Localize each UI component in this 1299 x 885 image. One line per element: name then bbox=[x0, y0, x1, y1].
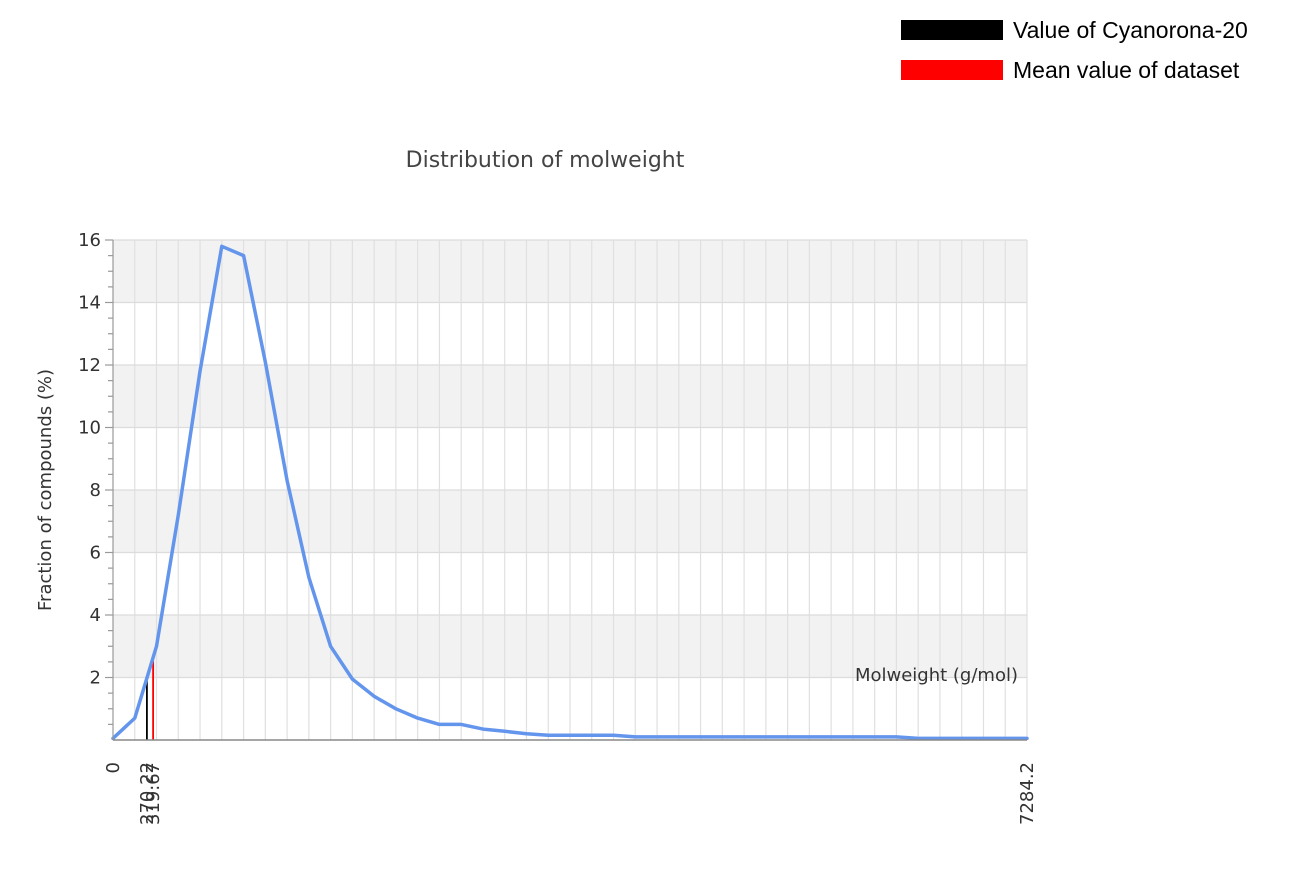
x-tick-label: 319.67 bbox=[143, 762, 164, 825]
y-tick-label: 4 bbox=[90, 605, 101, 626]
legend-label-mean: Mean value of dataset bbox=[1013, 57, 1240, 83]
y-tick-label: 14 bbox=[78, 293, 101, 314]
series-line-0 bbox=[111, 244, 1029, 741]
legend-label-cyanorona: Value of Cyanorona-20 bbox=[1013, 17, 1248, 43]
y-axis-label: Fraction of compounds (%) bbox=[35, 369, 56, 611]
data-series bbox=[111, 244, 1029, 741]
y-tick-label: 2 bbox=[90, 668, 101, 689]
legend-swatch-cyanorona bbox=[901, 20, 1003, 40]
x-axis-label: Molweight (g/mol) bbox=[855, 665, 1018, 686]
y-tick-label: 12 bbox=[78, 355, 101, 376]
y-tick-label: 8 bbox=[90, 480, 101, 501]
y-tick-label: 16 bbox=[78, 230, 101, 251]
chart-title: Distribution of molweight bbox=[406, 148, 685, 173]
y-axis-ticks: 2 4 6 8 10 12 14 16 bbox=[78, 230, 113, 725]
legend: Value of Cyanorona-20 Mean value of data… bbox=[901, 17, 1248, 83]
y-tick-label: 6 bbox=[90, 543, 101, 564]
value-markers bbox=[146, 657, 155, 740]
y-tick-label: 10 bbox=[78, 418, 101, 439]
x-tick-label: 0 bbox=[103, 762, 124, 773]
x-tick-label: 270.22 bbox=[137, 762, 158, 825]
horizontal-gridlines bbox=[113, 239, 1027, 679]
legend-swatch-mean bbox=[901, 60, 1003, 80]
x-tick-label: 7284.2 bbox=[1017, 762, 1038, 825]
